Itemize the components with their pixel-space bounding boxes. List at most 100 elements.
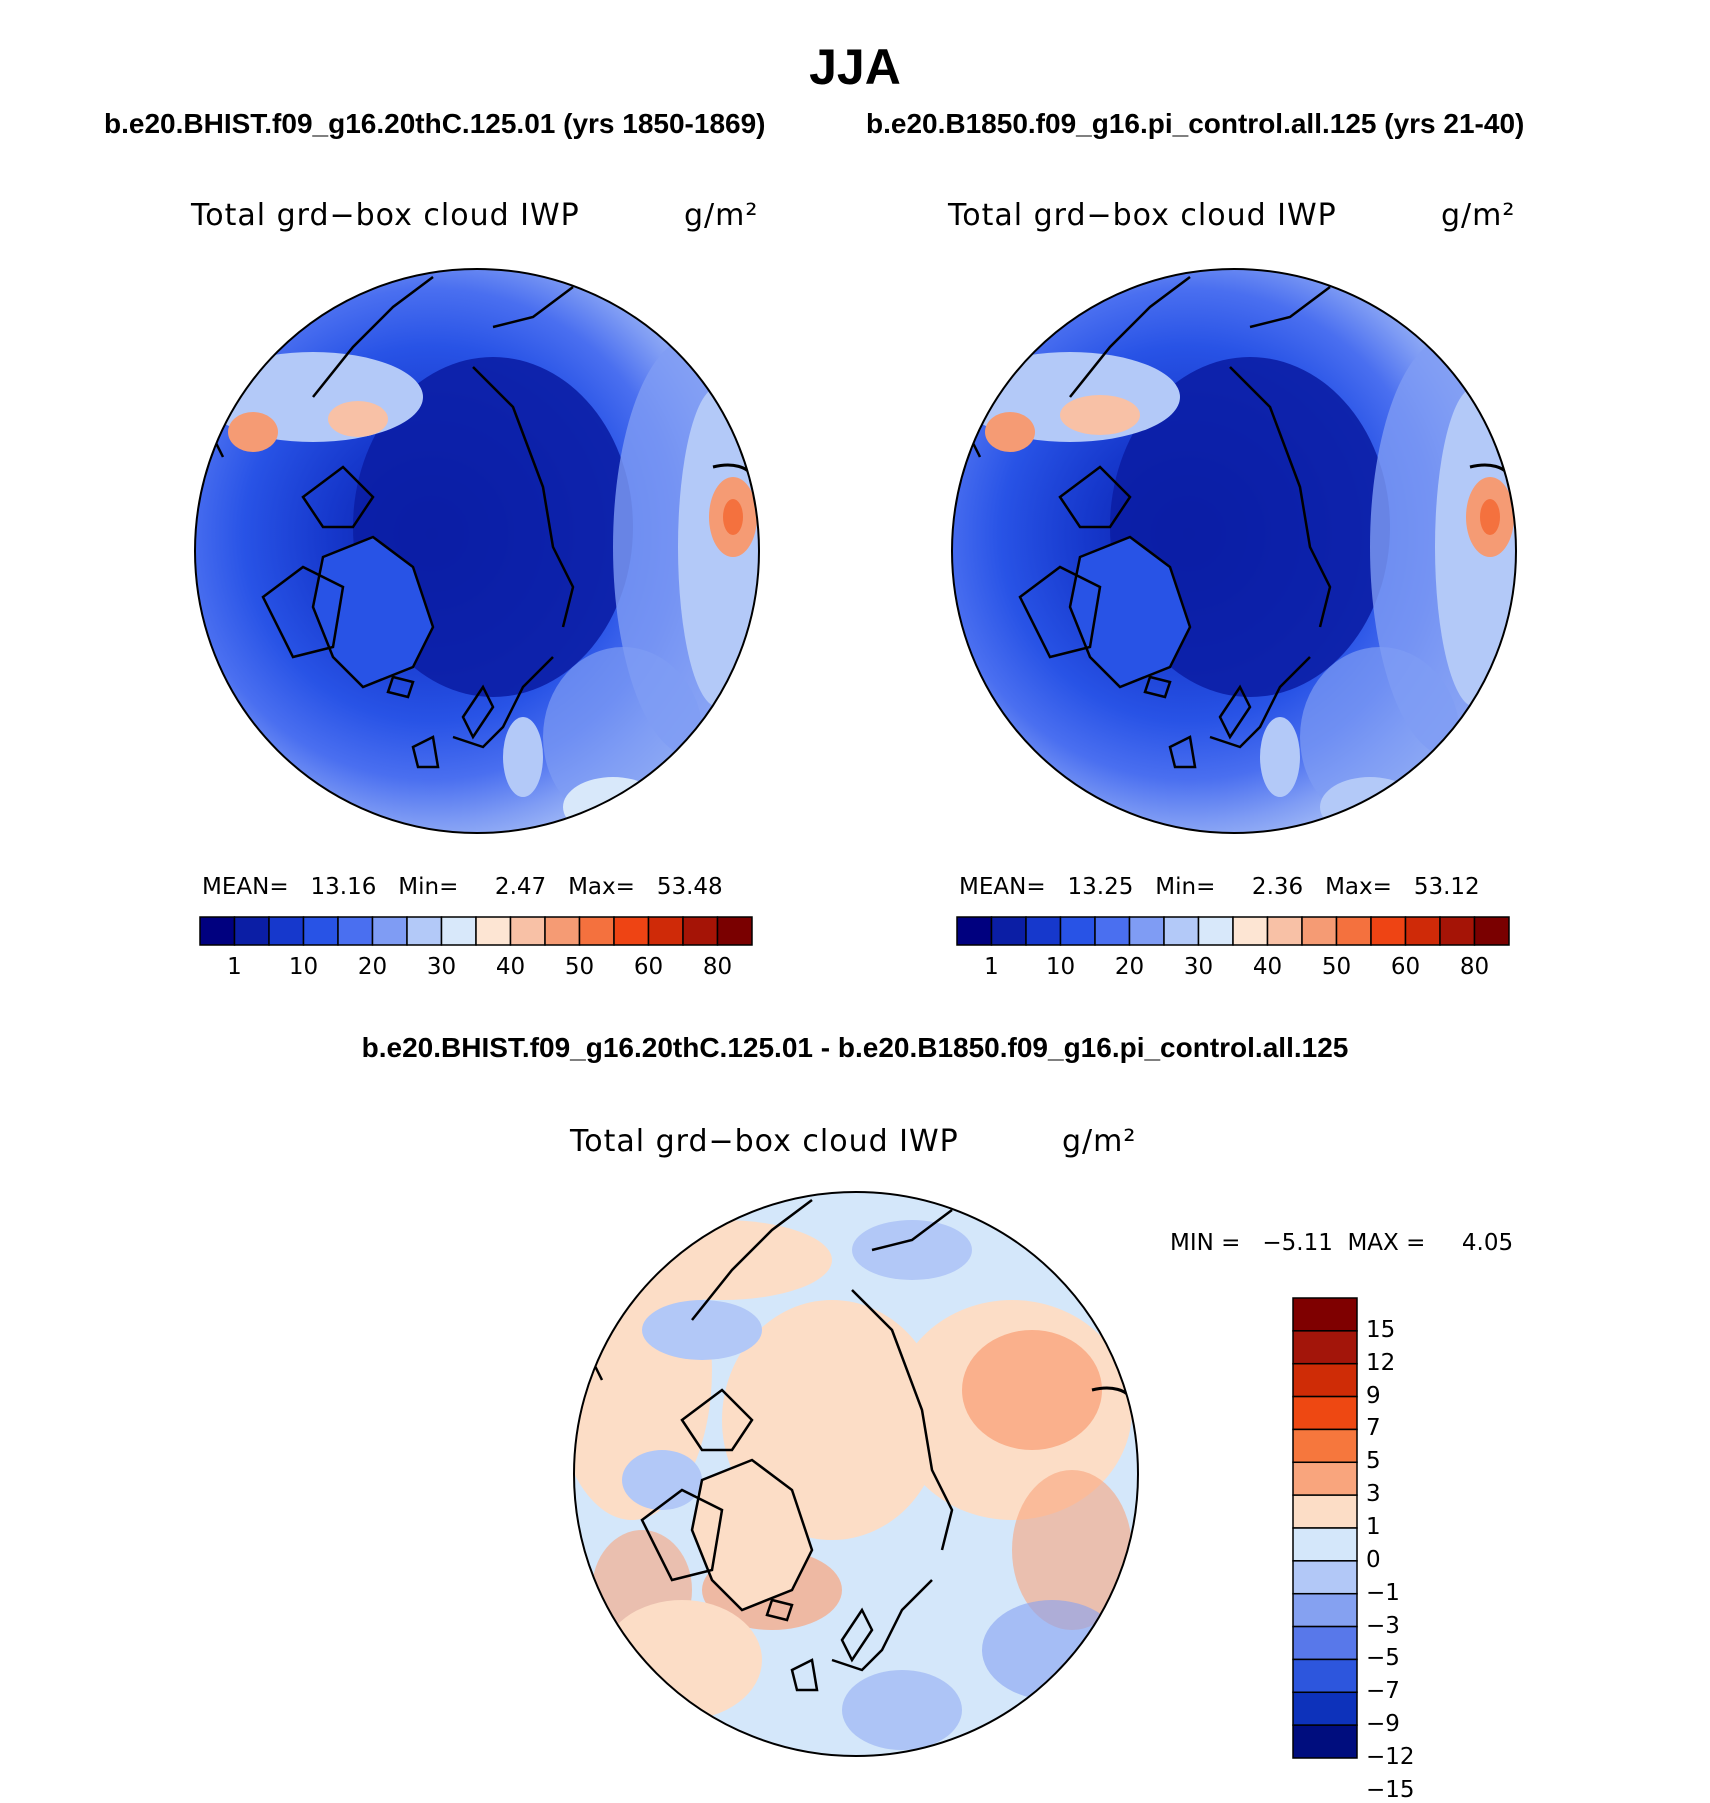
diff-colorbar-tick-label: 5	[1366, 1448, 1381, 1475]
right-colorbar-swatch	[1059, 916, 1096, 946]
right-colorbar-tick-label: 30	[1183, 954, 1214, 980]
diff-colorbar	[1292, 1297, 1358, 1759]
left-colorbar-swatch	[578, 916, 615, 946]
diff-colorbar-tick-label: −15	[1366, 1776, 1415, 1803]
right-colorbar-swatch	[1404, 916, 1441, 946]
right-colorbar-swatch	[1094, 916, 1131, 946]
left-colorbar-swatch	[475, 916, 512, 946]
right-colorbar-swatch	[1335, 916, 1372, 946]
left-colorbar-labels: 1 10 20 30 40 50 60 80	[200, 954, 752, 984]
right-stats: MEAN= 13.25 Min= 2.36 Max= 53.12	[959, 874, 1480, 900]
left-colorbar-swatch	[337, 916, 374, 946]
right-colorbar-swatch	[1163, 916, 1200, 946]
left-colorbar-tick-label: 40	[495, 954, 526, 980]
right-colorbar-swatch	[1301, 916, 1338, 946]
diff-colorbar-swatch	[1292, 1724, 1358, 1759]
right-colorbar-swatch	[1232, 916, 1269, 946]
left-colorbar	[199, 916, 753, 946]
left-colorbar-swatch	[647, 916, 684, 946]
left-colorbar-swatch	[406, 916, 443, 946]
left-variable-title: Total grd−box cloud IWP	[191, 198, 580, 233]
left-colorbar-tick-label: 20	[357, 954, 388, 980]
diff-colorbar-swatch	[1292, 1461, 1358, 1496]
right-polar-map	[951, 268, 1517, 834]
diff-colorbar-tick-label: 3	[1366, 1481, 1381, 1508]
diff-colorbar-swatches	[1292, 1297, 1358, 1759]
right-colorbar-swatch	[1370, 916, 1407, 946]
diff-colorbar-swatch	[1292, 1428, 1358, 1464]
right-colorbar-labels: 1 10 20 30 40 50 60 80	[957, 954, 1509, 984]
right-case-subtitle: b.e20.B1850.f09_g16.pi_control.all.125 (…	[866, 108, 1525, 139]
season-title: JJA	[809, 39, 901, 95]
diff-colorbar-tick-label: 12	[1366, 1349, 1396, 1376]
diff-polar-map	[573, 1191, 1139, 1757]
diff-colorbar-tick-label: −5	[1366, 1645, 1400, 1672]
diff-colorbar-tick-label: −7	[1366, 1678, 1400, 1705]
left-colorbar-swatch	[544, 916, 581, 946]
left-colorbar-tick-label: 10	[288, 954, 319, 980]
right-colorbar-swatch	[1266, 916, 1303, 946]
diff-colorbar-tick-label: 1	[1366, 1514, 1381, 1540]
right-colorbar-tick-label: 20	[1114, 954, 1145, 980]
right-colorbar-swatch	[1197, 916, 1234, 946]
diff-colorbar-swatch	[1292, 1592, 1358, 1628]
left-colorbar-swatch	[233, 916, 270, 946]
right-colorbar-swatch	[1439, 916, 1476, 946]
right-colorbar-swatch	[1128, 916, 1165, 946]
diff-colorbar-tick-label: −3	[1366, 1612, 1400, 1639]
diff-colorbar-swatch	[1292, 1658, 1358, 1694]
right-colorbar	[956, 916, 1510, 946]
diff-colorbar-swatch	[1292, 1691, 1358, 1726]
left-colorbar-swatch	[509, 916, 546, 946]
right-colorbar-tick-label: 50	[1321, 954, 1352, 980]
left-colorbar-swatch	[371, 916, 408, 946]
left-colorbar-tick-label: 1	[227, 954, 242, 980]
right-colorbar-tick-label: 40	[1252, 954, 1283, 980]
diff-colorbar-tick-label: 15	[1366, 1316, 1396, 1343]
diff-colorbar-swatch	[1292, 1625, 1358, 1661]
diff-colorbar-tick-label: 0	[1366, 1546, 1381, 1573]
diff-colorbar-tick-label: 7	[1366, 1415, 1381, 1442]
diff-colorbar-swatch	[1292, 1297, 1358, 1332]
left-colorbar-swatches	[199, 916, 753, 946]
diff-colorbar-swatch	[1292, 1330, 1358, 1365]
right-colorbar-tick-label: 1	[984, 954, 999, 980]
diff-colorbar-swatch	[1292, 1395, 1358, 1431]
right-colorbar-swatches	[956, 916, 1510, 946]
diff-subtitle: b.e20.BHIST.f09_g16.20thC.125.01 - b.e20…	[361, 1032, 1349, 1063]
diff-colorbar-tick-label: −1	[1366, 1579, 1400, 1606]
left-colorbar-tick-label: 50	[564, 954, 595, 980]
diff-colorbar-swatch	[1292, 1494, 1358, 1529]
left-colorbar-swatch	[613, 916, 650, 946]
right-colorbar-swatch	[1473, 916, 1510, 946]
left-colorbar-swatch	[716, 916, 753, 946]
diff-colorbar-labels: 15 12 9 7 5 3 1 0 −1 −3 −5 −7 −9 −12 −15	[1366, 1298, 1446, 1803]
left-polar-map	[194, 268, 760, 834]
diff-variable-title: Total grd−box cloud IWP	[570, 1124, 959, 1159]
right-colorbar-swatch	[956, 916, 993, 946]
diff-colorbar-swatch	[1292, 1362, 1358, 1398]
left-colorbar-tick-label: 80	[702, 954, 733, 980]
left-colorbar-tick-label: 30	[426, 954, 457, 980]
diff-stats: MIN = −5.11 MAX = 4.05	[1170, 1230, 1514, 1256]
right-colorbar-tick-label: 80	[1459, 954, 1490, 980]
right-colorbar-swatch	[1025, 916, 1062, 946]
left-colorbar-swatch	[440, 916, 477, 946]
left-colorbar-tick-label: 60	[633, 954, 664, 980]
right-variable-title: Total grd−box cloud IWP	[948, 198, 1337, 233]
right-colorbar-swatch	[990, 916, 1027, 946]
left-colorbar-swatch	[302, 916, 339, 946]
diff-colorbar-swatch	[1292, 1527, 1358, 1562]
left-stats: MEAN= 13.16 Min= 2.47 Max= 53.48	[202, 874, 723, 900]
left-colorbar-swatch	[682, 916, 719, 946]
diff-units: g/m²	[1062, 1124, 1137, 1159]
right-colorbar-tick-label: 60	[1390, 954, 1421, 980]
right-colorbar-tick-label: 10	[1045, 954, 1076, 980]
left-colorbar-swatch	[268, 916, 305, 946]
diff-colorbar-tick-label: 9	[1366, 1382, 1381, 1409]
left-units: g/m²	[684, 198, 759, 233]
diff-colorbar-tick-label: −9	[1366, 1711, 1400, 1738]
left-colorbar-swatch	[199, 916, 236, 946]
right-units: g/m²	[1441, 198, 1516, 233]
left-case-subtitle: b.e20.BHIST.f09_g16.20thC.125.01 (yrs 18…	[104, 108, 766, 139]
